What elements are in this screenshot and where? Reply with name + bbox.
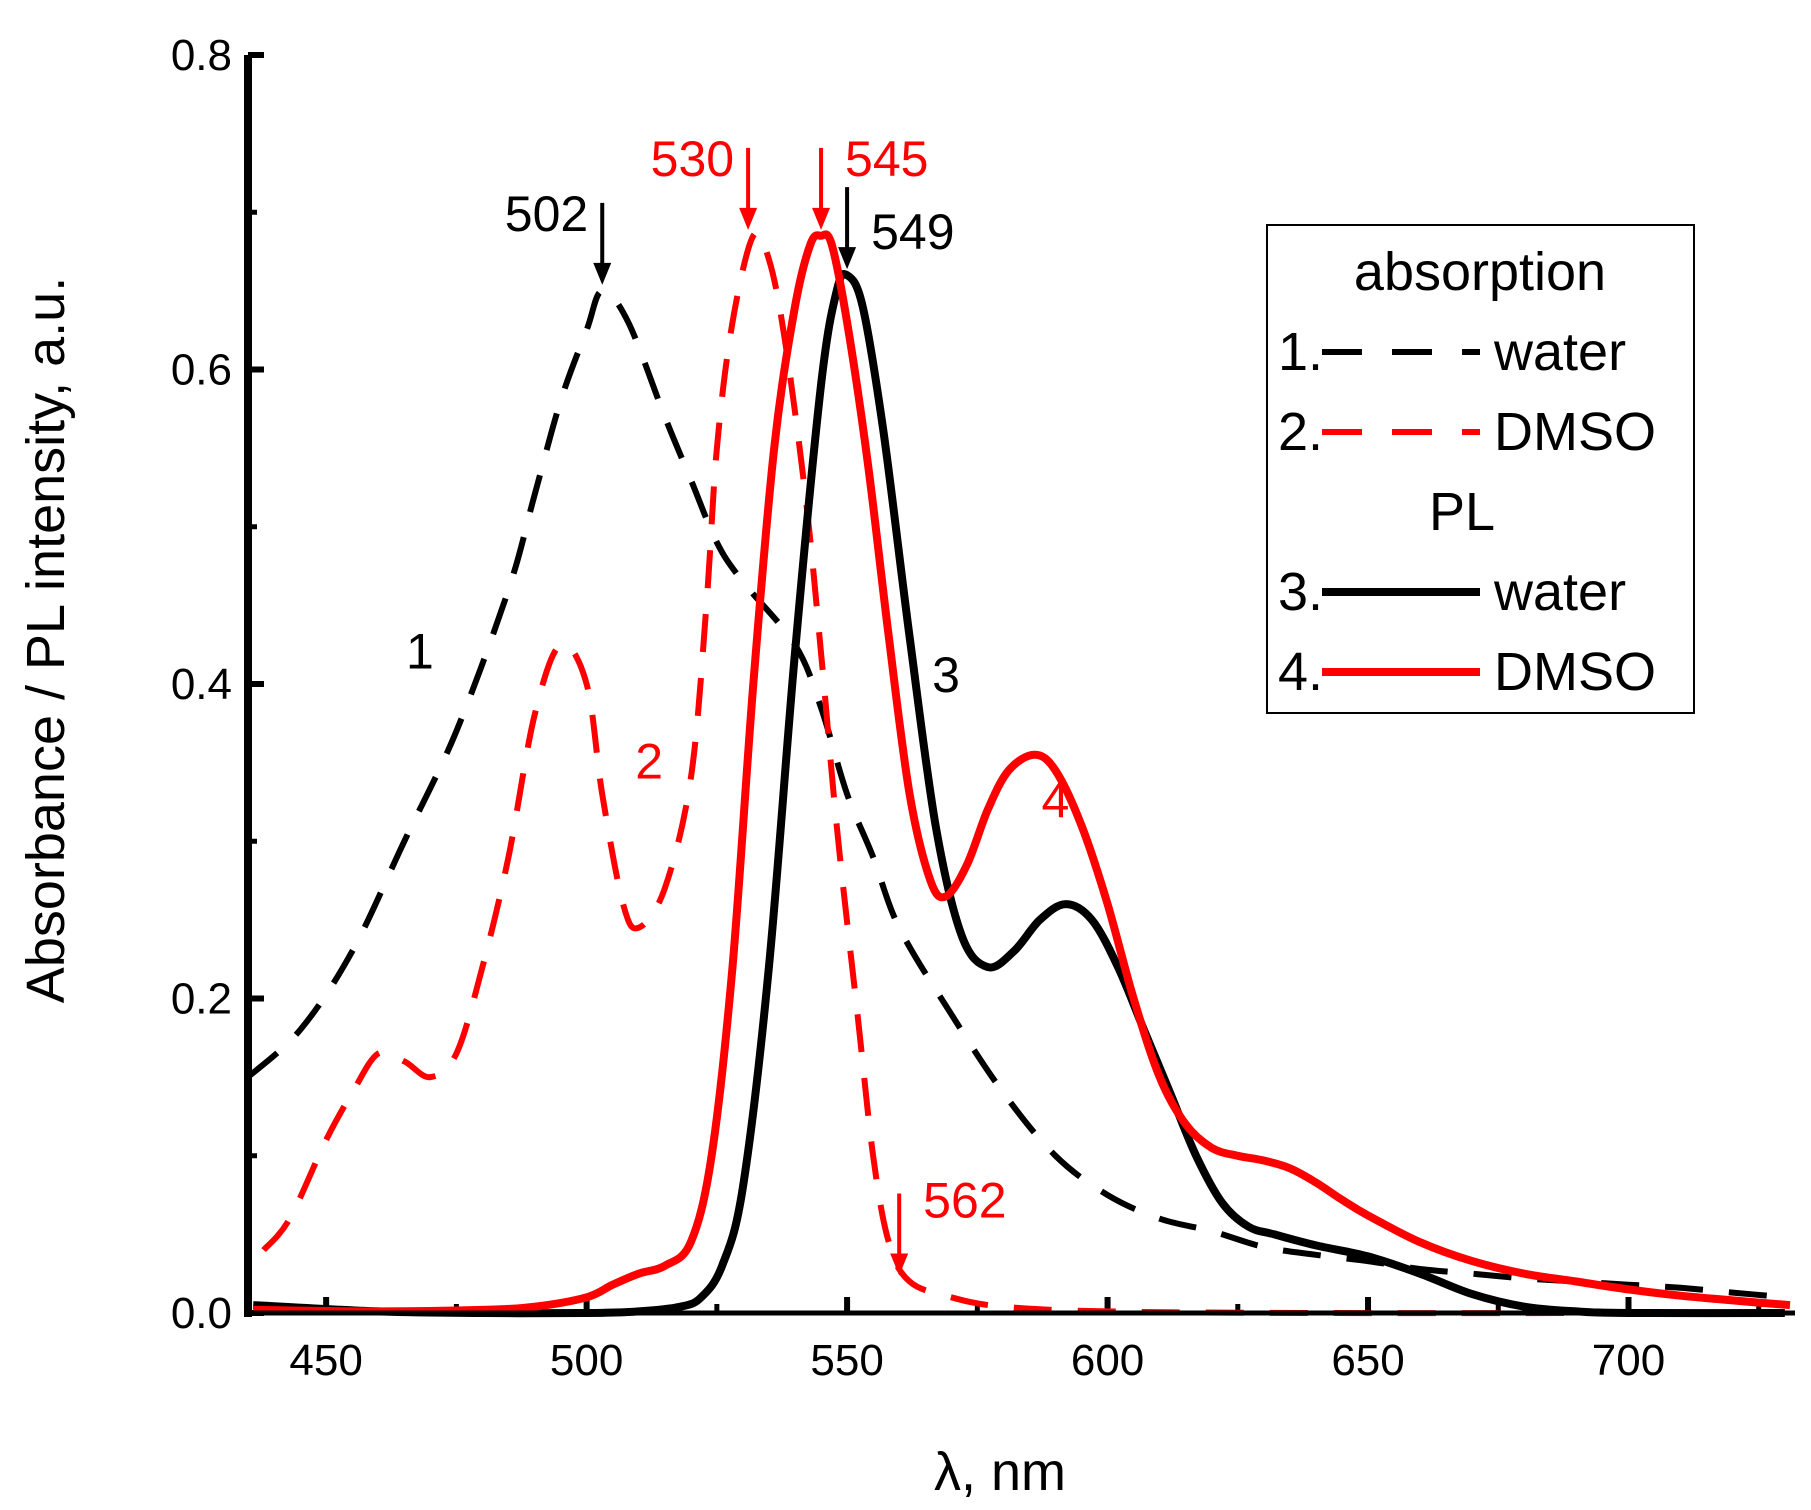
annotation-label: 549 [871,204,954,260]
legend-pl-title: PL [1429,482,1495,542]
legend-label-3: water [1493,562,1626,622]
series-line-s1 [245,287,1786,1301]
annotation-label: 502 [505,186,588,242]
legend-num-3: 3. [1278,562,1323,622]
x-tick-label: 650 [1331,1336,1404,1385]
annotation-arrow-head [739,207,758,230]
legend-num-1: 1. [1278,322,1323,382]
curve-number-label: 4 [1042,773,1070,829]
y-tick-label: 0.4 [171,660,232,709]
curve-number-label: 2 [635,733,663,789]
annotation-arrow-head [890,1253,909,1276]
y-tick-label: 0.0 [171,1289,232,1338]
y-tick-label: 0.8 [171,31,232,80]
annotation-arrow-head [593,262,612,285]
x-tick-label: 500 [550,1336,623,1385]
annotation-arrow-head [838,247,857,270]
y-tick-label: 0.6 [171,346,232,395]
legend-label-2: DMSO [1494,402,1656,462]
x-axis-ticks: 450 500 550 600 650 700 [289,1297,1762,1385]
series-line-s4 [253,230,1791,1316]
legend: absorption 1. water 2. DMSO PL 3. water … [1266,224,1695,714]
legend-num-2: 2. [1278,402,1323,462]
legend-label-1: water [1493,322,1626,382]
x-tick-label: 550 [810,1336,883,1385]
annotation-arrow-head [812,207,831,230]
curve-number-label: 1 [406,623,434,679]
legend-num-4: 4. [1278,642,1323,702]
legend-label-4: DMSO [1494,642,1656,702]
annotation-label: 545 [845,131,928,187]
series-layer [245,229,1791,1318]
series-line-s2 [261,229,1785,1317]
x-tick-label: 450 [289,1336,362,1385]
x-tick-label: 600 [1071,1336,1144,1385]
y-tick-label: 0.2 [171,975,232,1024]
y-axis-title: Absorbance / PL intensity, a.u. [16,277,76,1003]
x-axis-title: λ, nm [934,1442,1066,1502]
legend-box [1266,224,1695,714]
annotation-label: 562 [923,1173,1006,1229]
annotations-layer: 502 530 545 549 562 1 2 3 4 [406,131,1069,1276]
series-line-s3 [252,269,1785,1318]
x-tick-label: 700 [1592,1336,1665,1385]
curve-number-label: 3 [932,647,960,703]
annotation-label: 530 [651,131,734,187]
legend-absorption-title: absorption [1354,242,1606,302]
y-axis-ticks: 0.0 0.2 0.4 0.6 0.8 [171,31,264,1338]
